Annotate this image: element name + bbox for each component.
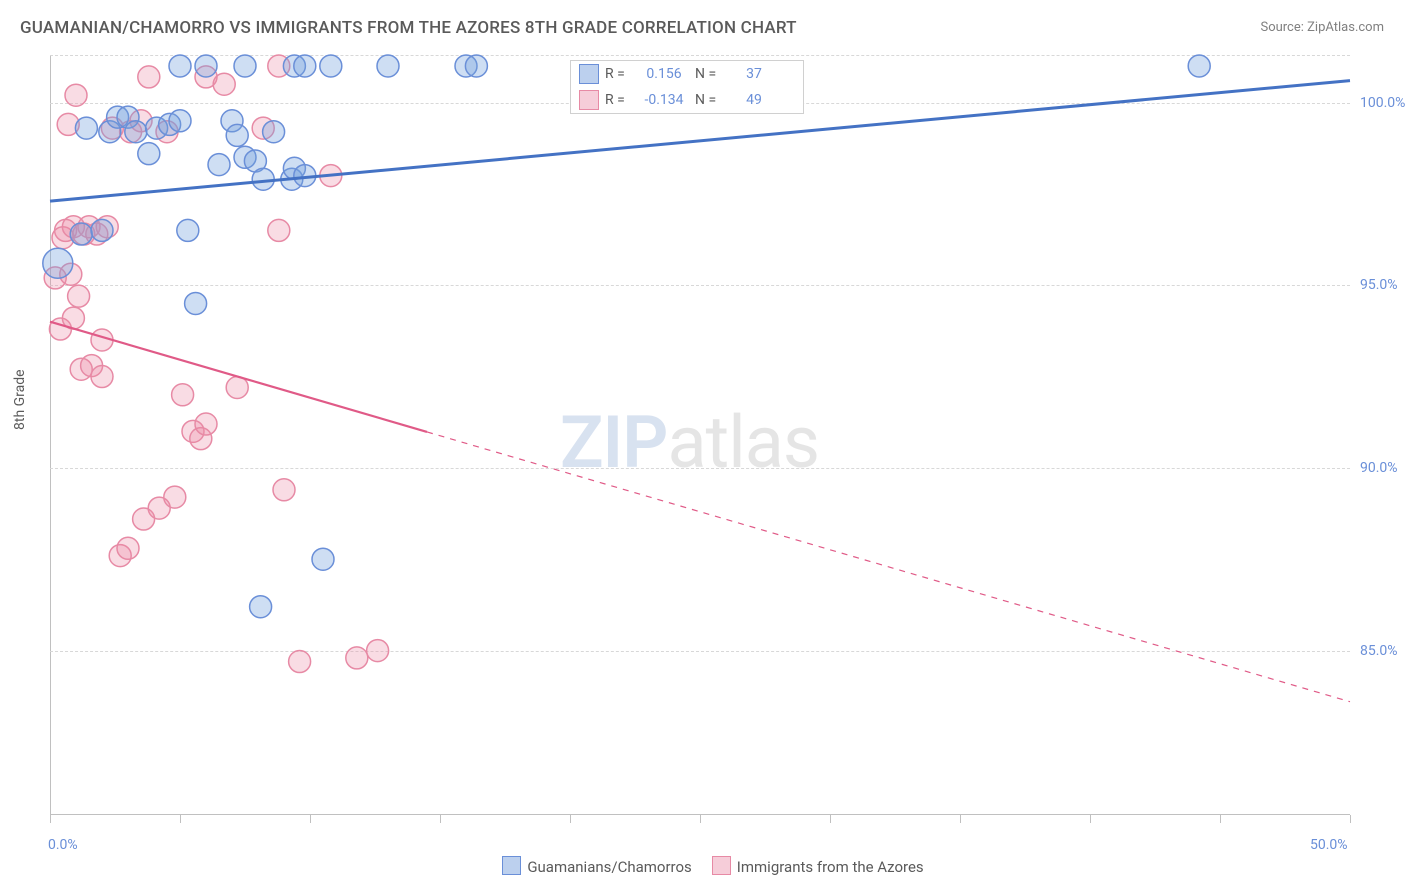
- chart-svg: [50, 55, 1350, 815]
- scatter-point: [263, 121, 285, 143]
- x-tick-label: 50.0%: [1310, 837, 1348, 853]
- x-tick: [1090, 815, 1091, 823]
- source-label: Source: ZipAtlas.com: [1260, 20, 1384, 35]
- legend-n-label: N =: [695, 92, 723, 108]
- legend-r-label: R =: [605, 92, 633, 108]
- scatter-point: [125, 121, 147, 143]
- scatter-point: [250, 596, 272, 618]
- scatter-point: [273, 479, 295, 501]
- y-tick-label: 90.0%: [1360, 460, 1398, 476]
- scatter-point: [234, 55, 256, 77]
- scatter-point: [268, 219, 290, 241]
- scatter-point: [213, 73, 235, 95]
- x-tick: [700, 815, 701, 823]
- x-tick: [960, 815, 961, 823]
- scatter-point: [91, 219, 113, 241]
- legend-swatch: [579, 64, 599, 84]
- scatter-point: [320, 55, 342, 77]
- scatter-point: [377, 55, 399, 77]
- legend-swatch: [502, 856, 521, 875]
- scatter-point: [195, 413, 217, 435]
- x-tick: [570, 815, 571, 823]
- legend-n-label: N =: [695, 66, 723, 82]
- scatter-point: [43, 248, 73, 278]
- series-legend: Guamanians/Chamorros Immigrants from the …: [0, 856, 1406, 876]
- scatter-point: [70, 223, 92, 245]
- trend-line-extrapolated: [427, 432, 1350, 702]
- legend-swatch: [579, 90, 599, 110]
- scatter-point: [465, 55, 487, 77]
- scatter-point: [185, 292, 207, 314]
- scatter-point: [294, 55, 316, 77]
- x-tick: [50, 815, 51, 823]
- legend-n-value: 49: [729, 92, 779, 108]
- y-tick-label: 100.0%: [1360, 95, 1405, 111]
- scatter-point: [169, 110, 191, 132]
- correlation-legend: R = 0.156 N = 37 R = -0.134 N = 49: [570, 60, 804, 114]
- x-tick: [830, 815, 831, 823]
- legend-n-value: 37: [729, 66, 779, 82]
- scatter-point: [65, 84, 87, 106]
- scatter-point: [346, 647, 368, 669]
- scatter-point: [367, 640, 389, 662]
- scatter-point: [138, 143, 160, 165]
- y-tick-label: 95.0%: [1360, 277, 1398, 293]
- scatter-point: [226, 124, 248, 146]
- x-tick: [1220, 815, 1221, 823]
- x-tick: [440, 815, 441, 823]
- scatter-point: [169, 55, 191, 77]
- chart-container: GUAMANIAN/CHAMORRO VS IMMIGRANTS FROM TH…: [0, 0, 1406, 892]
- legend-row: R = 0.156 N = 37: [571, 61, 803, 87]
- x-tick: [1350, 815, 1351, 823]
- y-axis-label: 8th Grade: [12, 369, 28, 430]
- legend-r-value: 0.156: [639, 66, 689, 82]
- scatter-point: [289, 651, 311, 673]
- legend-swatch: [712, 856, 731, 875]
- legend-series-label: Guamanians/Chamorros: [527, 858, 691, 876]
- scatter-point: [195, 55, 217, 77]
- scatter-point: [172, 384, 194, 406]
- legend-r-value: -0.134: [639, 92, 689, 108]
- scatter-point: [208, 154, 230, 176]
- scatter-point: [91, 366, 113, 388]
- scatter-point: [117, 537, 139, 559]
- scatter-point: [138, 66, 160, 88]
- legend-series-label: Immigrants from the Azores: [737, 858, 924, 876]
- x-tick: [180, 815, 181, 823]
- legend-r-label: R =: [605, 66, 633, 82]
- chart-title: GUAMANIAN/CHAMORRO VS IMMIGRANTS FROM TH…: [20, 18, 797, 38]
- legend-row: R = -0.134 N = 49: [571, 87, 803, 113]
- scatter-point: [177, 219, 199, 241]
- scatter-point: [68, 285, 90, 307]
- x-tick: [310, 815, 311, 823]
- scatter-point: [312, 548, 334, 570]
- scatter-point: [75, 117, 97, 139]
- y-tick-label: 85.0%: [1360, 643, 1398, 659]
- x-tick-label: 0.0%: [48, 837, 78, 853]
- scatter-point: [1188, 55, 1210, 77]
- scatter-point: [164, 486, 186, 508]
